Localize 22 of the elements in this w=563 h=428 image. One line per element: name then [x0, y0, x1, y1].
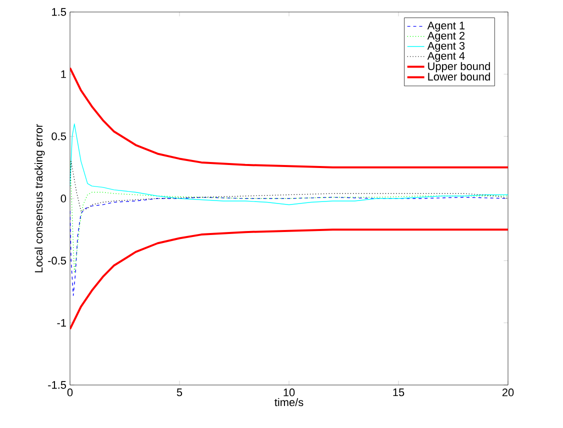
y-tick-label: 0: [60, 194, 66, 202]
line-series: [70, 124, 508, 206]
legend-label: Lower bound: [428, 72, 490, 81]
x-axis-title: time/s: [274, 398, 304, 406]
y-tick-label: 1: [61, 70, 66, 78]
x-tick-label: 20: [502, 388, 514, 396]
x-tick-label: 15: [393, 388, 404, 396]
line-series: [70, 196, 508, 296]
legend-label: Agent 2: [427, 32, 465, 42]
x-tick-label: 10: [284, 388, 295, 396]
legend-label: Agent 1: [427, 22, 465, 32]
legend-label: Agent 4: [427, 52, 465, 62]
y-axis-title: Local consensus tracking error: [34, 124, 45, 272]
legend-label: Upper bound: [428, 62, 490, 72]
x-tick-label: 5: [176, 388, 182, 396]
y-tick-label: 1.5: [52, 8, 66, 16]
legend-label: Agent 3: [427, 42, 465, 52]
y-tick-label: 0.5: [52, 132, 66, 140]
y-tick-label: -1.5: [48, 381, 66, 389]
y-tick-label: -0.5: [48, 256, 66, 265]
x-tick-label: 0: [67, 388, 73, 396]
y-tick-label: -1: [57, 319, 66, 327]
